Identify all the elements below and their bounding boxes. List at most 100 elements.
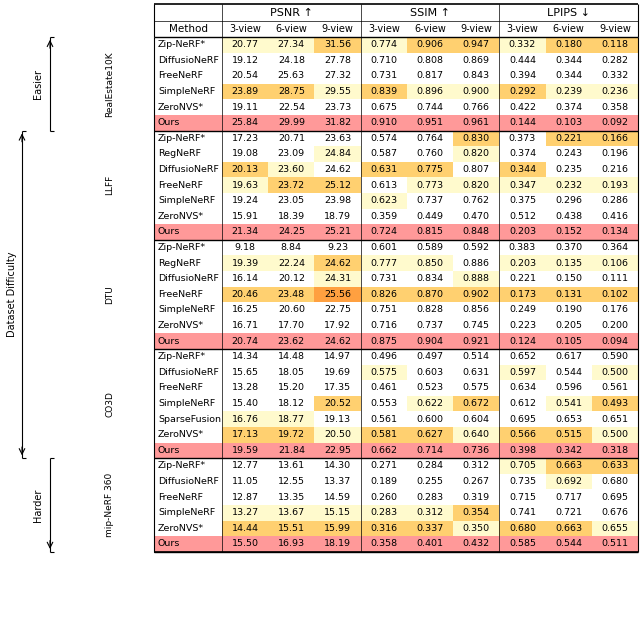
Text: 0.135: 0.135 (555, 259, 582, 268)
Text: 25.84: 25.84 (232, 118, 259, 127)
Text: 0.597: 0.597 (509, 368, 536, 377)
Text: Ours: Ours (158, 539, 180, 549)
Text: FreeNeRF: FreeNeRF (158, 181, 203, 189)
Text: 0.176: 0.176 (602, 305, 628, 315)
Bar (453, 521, 499, 536)
Text: 13.61: 13.61 (278, 462, 305, 471)
Bar (268, 224, 314, 240)
Text: 29.55: 29.55 (324, 87, 351, 96)
Text: 20.13: 20.13 (232, 165, 259, 174)
Bar (268, 489, 314, 505)
Bar (268, 395, 314, 412)
Bar (361, 427, 407, 442)
Bar (314, 302, 361, 318)
Bar (499, 349, 545, 365)
Bar (361, 178, 407, 193)
Text: Zip-NeRF*: Zip-NeRF* (158, 462, 206, 471)
Text: 0.735: 0.735 (509, 477, 536, 486)
Text: Ours: Ours (158, 118, 180, 127)
Bar (453, 193, 499, 209)
Bar (407, 271, 453, 287)
Text: 0.422: 0.422 (509, 102, 536, 112)
Text: Method: Method (168, 24, 207, 34)
Text: 24.25: 24.25 (278, 228, 305, 236)
Text: 0.375: 0.375 (509, 196, 536, 205)
Bar (592, 505, 638, 521)
Bar (545, 37, 592, 52)
Bar (268, 521, 314, 536)
Bar (361, 380, 407, 395)
Text: 6-view: 6-view (275, 24, 307, 34)
Text: 0.663: 0.663 (555, 524, 582, 533)
Text: 21.34: 21.34 (232, 228, 259, 236)
Bar (592, 224, 638, 240)
Text: 0.622: 0.622 (417, 399, 444, 408)
Text: 0.653: 0.653 (555, 415, 582, 424)
Text: 13.28: 13.28 (232, 384, 259, 392)
Bar (453, 489, 499, 505)
Text: 23.48: 23.48 (278, 290, 305, 299)
Bar (453, 287, 499, 302)
Bar (268, 287, 314, 302)
Bar (222, 458, 268, 474)
Bar (499, 474, 545, 489)
Bar (499, 318, 545, 333)
Text: SimpleNeRF: SimpleNeRF (158, 508, 215, 517)
Bar (314, 240, 361, 255)
Bar (222, 99, 268, 115)
Bar (499, 302, 545, 318)
Bar (314, 474, 361, 489)
Text: 16.93: 16.93 (278, 539, 305, 549)
Text: 12.87: 12.87 (232, 493, 259, 502)
Text: 23.62: 23.62 (278, 337, 305, 346)
Bar (222, 536, 268, 552)
Text: 9-view: 9-view (599, 24, 631, 34)
Text: 17.70: 17.70 (278, 321, 305, 330)
Bar (499, 162, 545, 178)
Text: 0.216: 0.216 (602, 165, 628, 174)
Text: 0.180: 0.180 (555, 40, 582, 49)
Text: 19.08: 19.08 (232, 149, 259, 159)
Bar (268, 442, 314, 458)
Bar (499, 365, 545, 380)
Text: 23.72: 23.72 (278, 181, 305, 189)
Text: 0.239: 0.239 (555, 87, 582, 96)
Bar (361, 115, 407, 131)
Text: 9-view: 9-view (460, 24, 492, 34)
Bar (222, 84, 268, 99)
Text: 0.350: 0.350 (463, 524, 490, 533)
Text: 0.600: 0.600 (417, 415, 444, 424)
Bar (545, 131, 592, 146)
Bar (222, 37, 268, 52)
Text: DiffusioNeRF: DiffusioNeRF (158, 368, 219, 377)
Text: 0.710: 0.710 (371, 56, 397, 65)
Bar (453, 302, 499, 318)
Text: Zip-NeRF*: Zip-NeRF* (158, 134, 206, 143)
Text: 0.383: 0.383 (509, 243, 536, 252)
Bar (499, 442, 545, 458)
Bar (314, 395, 361, 412)
Text: 0.354: 0.354 (463, 508, 490, 517)
Bar (361, 240, 407, 255)
Text: 0.695: 0.695 (602, 493, 628, 502)
Text: 0.102: 0.102 (602, 290, 628, 299)
Bar (268, 380, 314, 395)
Text: 0.373: 0.373 (509, 134, 536, 143)
Text: 0.374: 0.374 (555, 102, 582, 112)
Bar (592, 209, 638, 224)
Text: 15.40: 15.40 (232, 399, 259, 408)
Bar (222, 474, 268, 489)
Text: 19.59: 19.59 (232, 446, 259, 455)
Bar (545, 333, 592, 349)
Text: ZeroNVS*: ZeroNVS* (158, 102, 204, 112)
Bar (361, 209, 407, 224)
Text: 14.30: 14.30 (324, 462, 351, 471)
Bar (314, 224, 361, 240)
Bar (314, 505, 361, 521)
Bar (499, 131, 545, 146)
Bar (592, 271, 638, 287)
Bar (154, 333, 222, 349)
Text: 0.839: 0.839 (370, 87, 397, 96)
Text: 0.737: 0.737 (417, 321, 444, 330)
Bar (453, 380, 499, 395)
